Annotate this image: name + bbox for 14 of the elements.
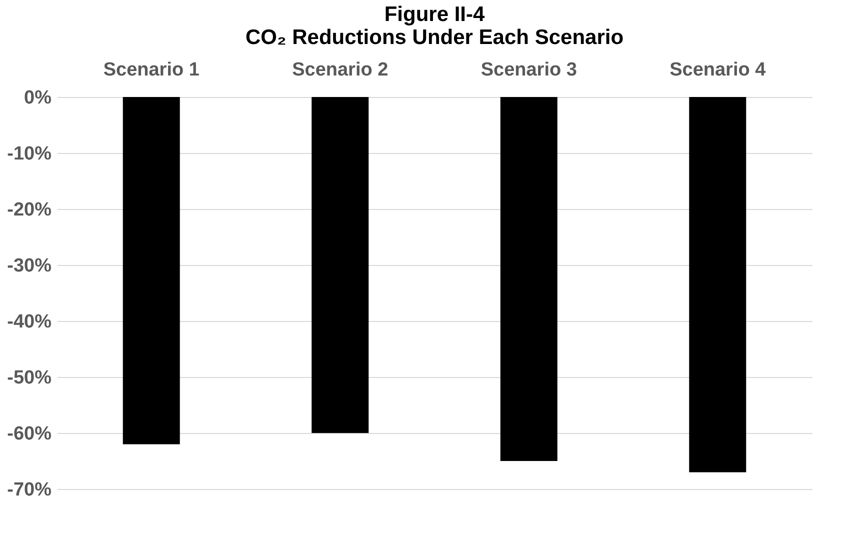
x-tick-label: Scenario 4 (670, 60, 766, 80)
y-tick-label: -50% (7, 368, 52, 388)
chart-subtitle: CO₂ Reductions Under Each Scenario (245, 26, 624, 49)
x-tick-label: Scenario 2 (292, 60, 388, 80)
y-tick-label: -70% (7, 480, 52, 500)
y-tick-label: -30% (7, 256, 52, 276)
y-tick-label: -40% (7, 312, 52, 332)
chart-title: Figure II-4 (384, 3, 485, 26)
x-tick-label: Scenario 1 (103, 60, 200, 80)
y-tick-label: -60% (7, 424, 52, 444)
x-tick-label: Scenario 3 (480, 60, 577, 80)
y-tick-label: -20% (7, 200, 52, 220)
y-tick-label: -10% (7, 144, 52, 164)
y-tick-label: 0% (24, 88, 52, 108)
